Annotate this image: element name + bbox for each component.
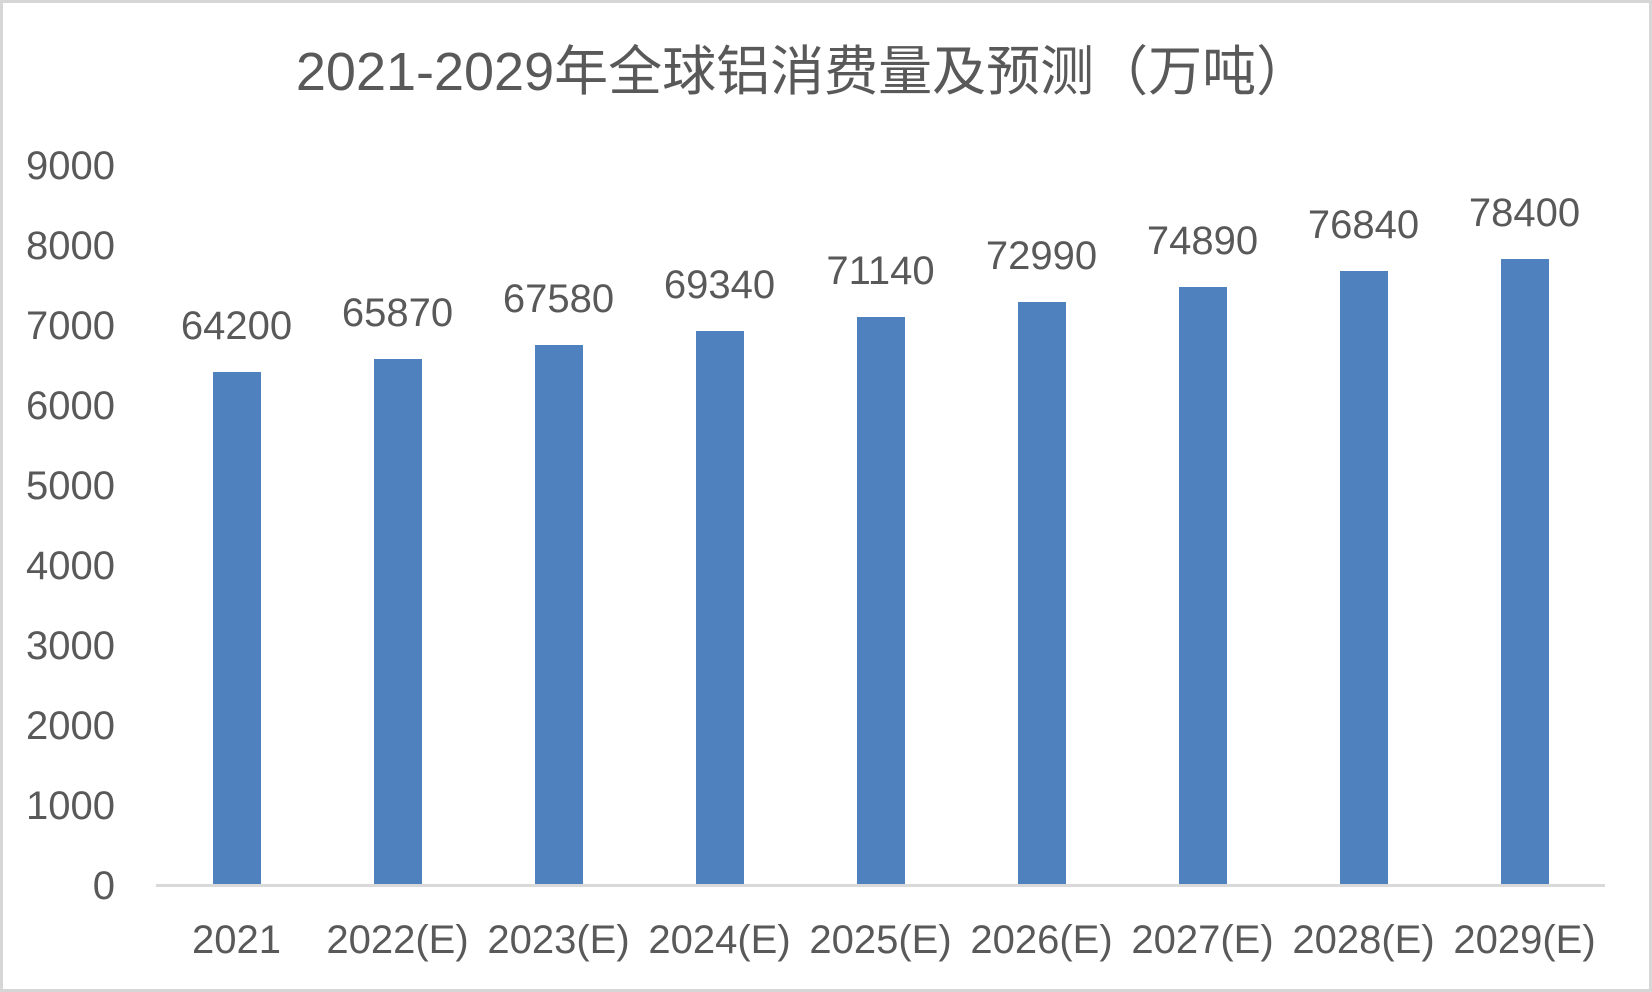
x-axis-line	[156, 884, 1605, 887]
y-axis-tick-label: 6000	[26, 384, 115, 428]
y-axis-tick-label: 2000	[26, 704, 115, 748]
y-axis-tick-label: 1000	[26, 784, 115, 828]
y-axis-tick-label: 4000	[26, 544, 115, 588]
y-axis-tick-label: 9000	[26, 144, 115, 188]
bar-value-label: 71140	[826, 248, 935, 293]
bar	[695, 331, 744, 884]
x-axis-category-label: 2029(E)	[1453, 918, 1596, 962]
bar	[212, 372, 261, 884]
x-axis-category-label: 2027(E)	[1131, 918, 1274, 962]
bar-value-label: 65870	[341, 291, 454, 336]
y-axis-tick-label: 5000	[26, 464, 115, 508]
bar	[1500, 258, 1549, 884]
bar	[534, 345, 583, 884]
x-axis-category-label: 2024(E)	[648, 918, 791, 962]
bar-value-label: 69340	[663, 263, 776, 308]
bar-value-label: 76840	[1307, 203, 1420, 248]
y-axis-tick-label: 0	[92, 864, 115, 908]
bar-value-label: 72990	[985, 234, 1098, 279]
x-axis-category-label: 2028(E)	[1292, 918, 1435, 962]
x-axis-category-label: 2021	[192, 918, 281, 962]
x-axis-category-label: 2025(E)	[809, 918, 952, 962]
bar	[1339, 271, 1388, 884]
x-axis-category-label: 2022(E)	[326, 918, 469, 962]
chart-title: 2021-2029年全球铝消费量及预测（万吨）	[295, 42, 1311, 102]
bar	[1017, 302, 1066, 884]
bar	[1178, 286, 1227, 884]
x-axis-category-label: 2026(E)	[970, 918, 1113, 962]
y-axis-tick-label: 8000	[26, 224, 115, 268]
y-axis-tick-label: 3000	[26, 624, 115, 668]
bar	[373, 359, 422, 884]
bar-value-label: 78400	[1468, 190, 1581, 235]
bar-value-label: 67580	[502, 277, 615, 322]
bar-value-label: 64200	[180, 304, 293, 349]
x-axis-category-label: 2023(E)	[487, 918, 630, 962]
bar	[856, 316, 905, 884]
y-axis-tick-label: 7000	[26, 304, 115, 348]
bar-value-label: 74890	[1146, 218, 1259, 263]
